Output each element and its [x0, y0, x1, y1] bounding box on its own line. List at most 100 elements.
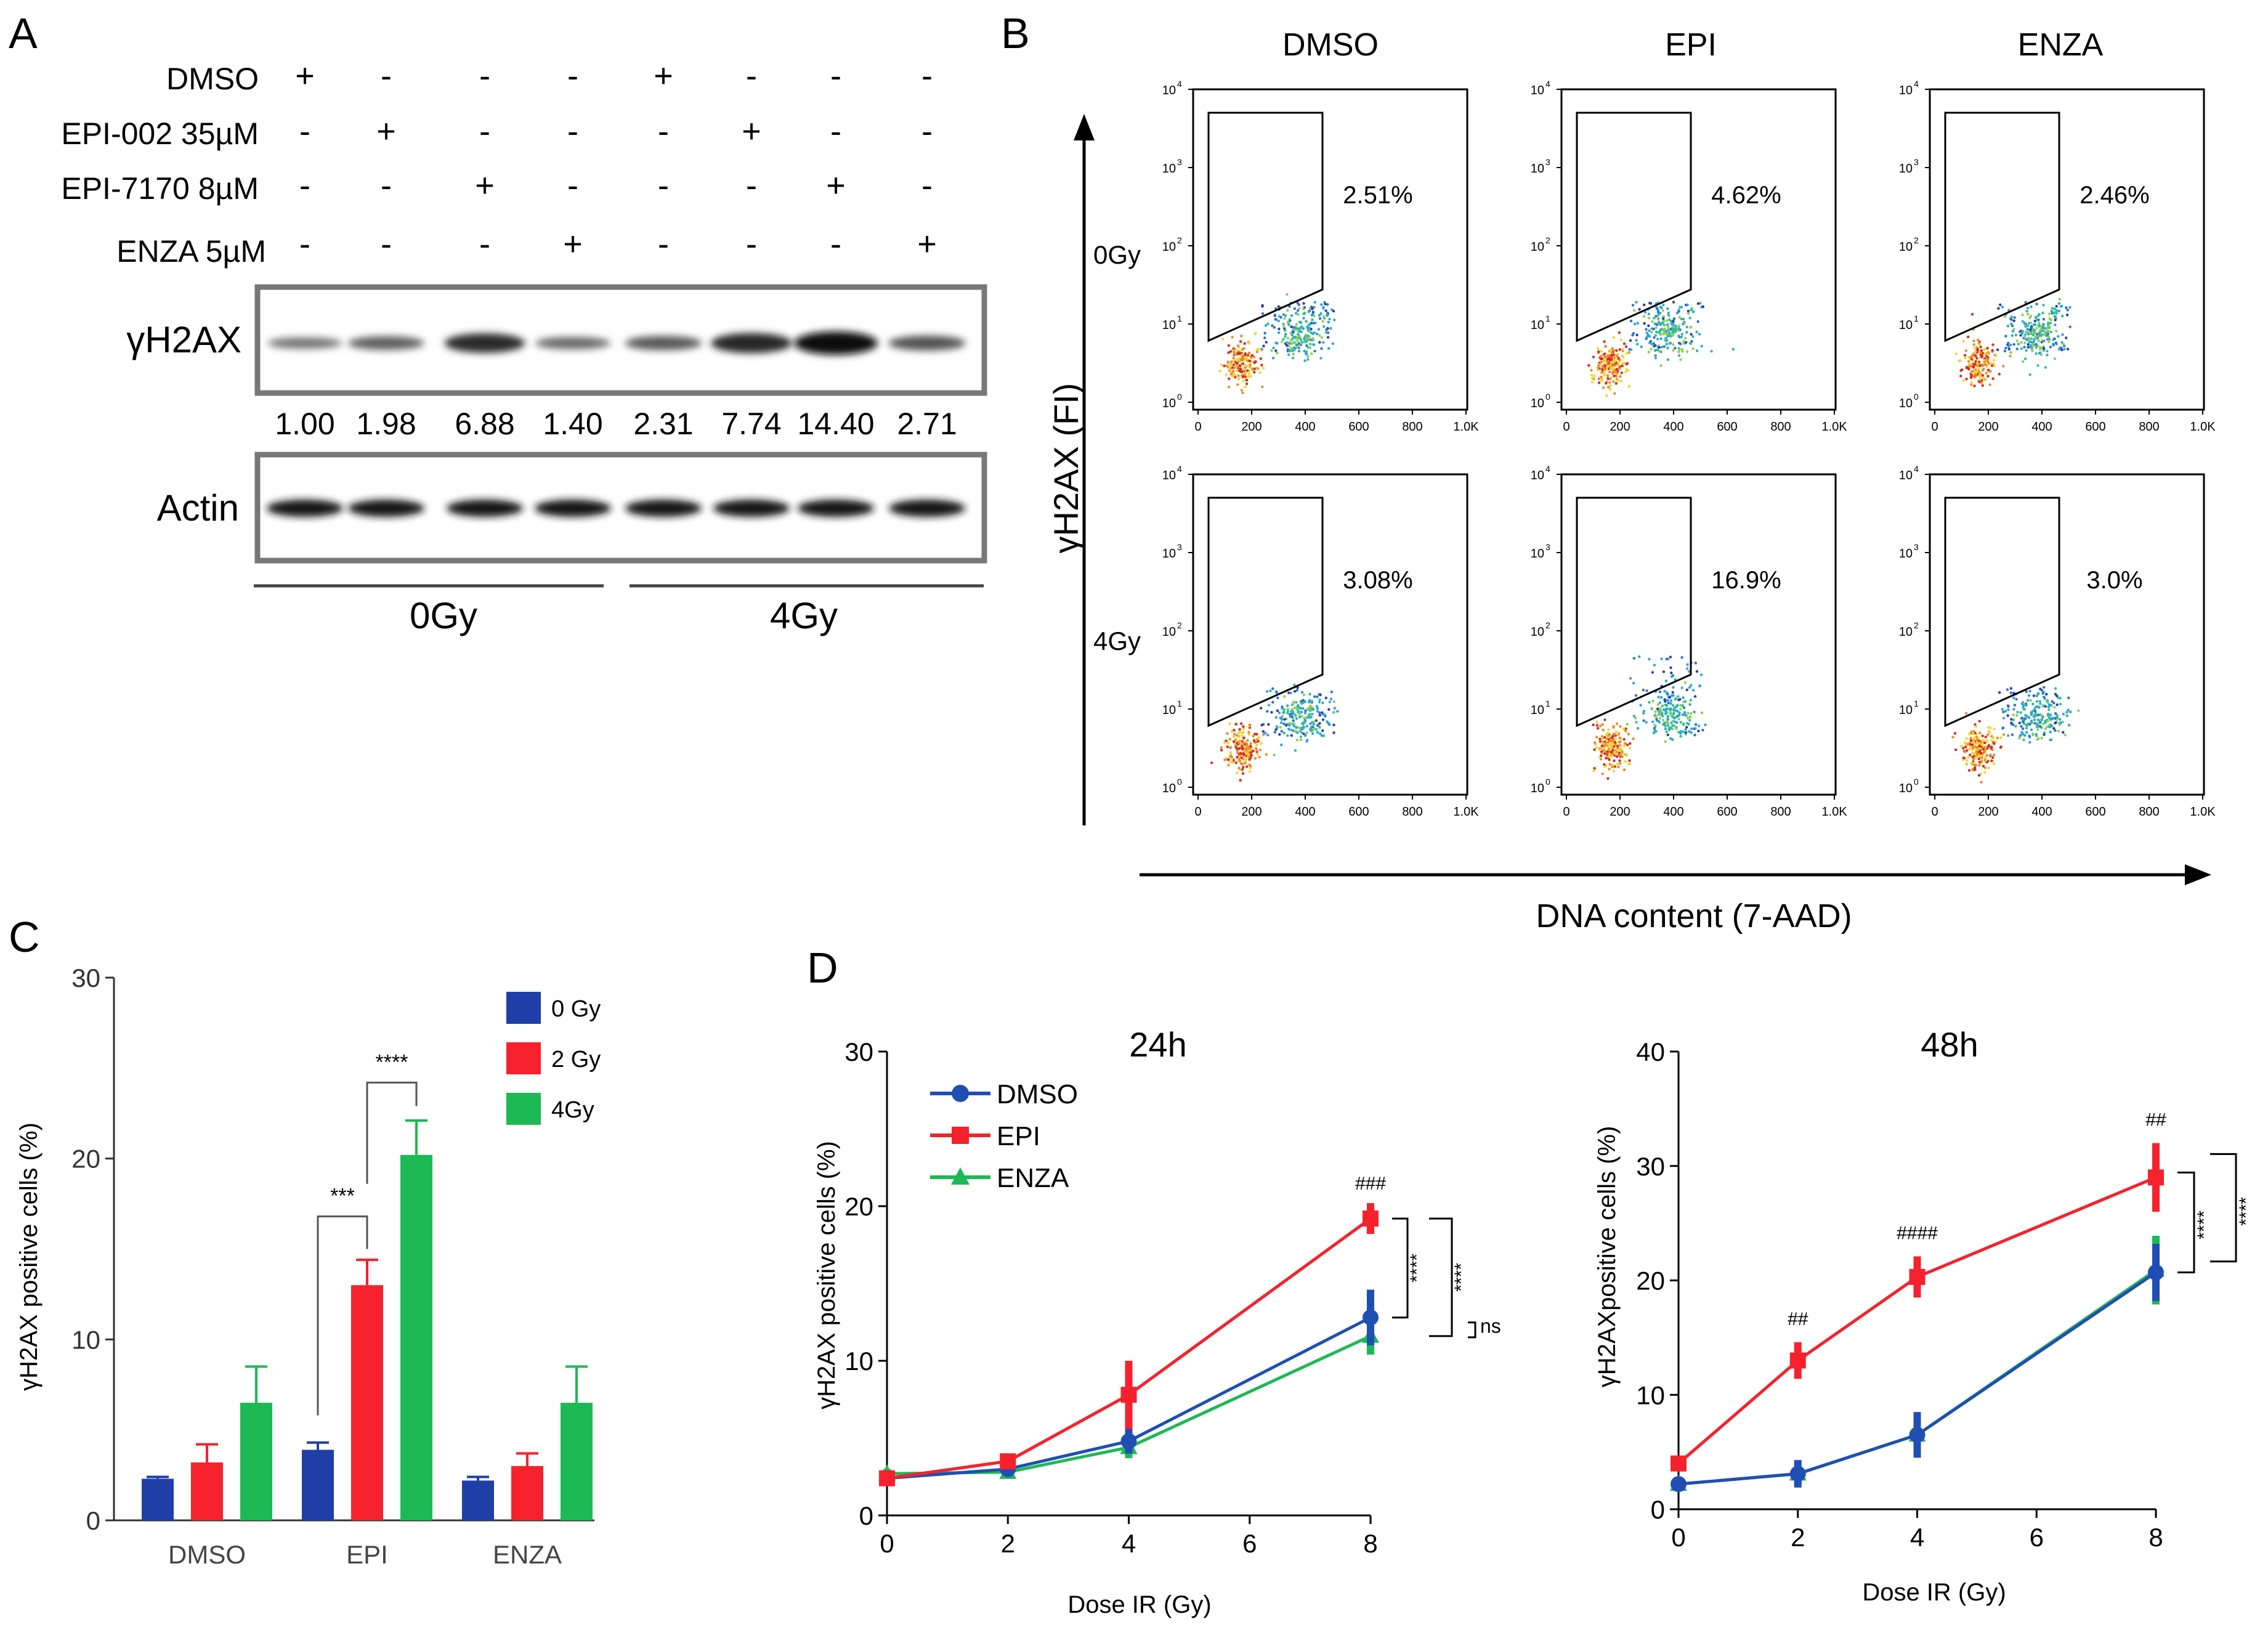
flow-event-dot	[1685, 667, 1689, 670]
flow-y-tick-base: 10	[1162, 703, 1176, 717]
treatment-sign: -	[746, 57, 757, 94]
flow-event-dot	[2049, 713, 2052, 716]
flow-event-dot	[1297, 313, 1300, 316]
flow-event-dot	[2047, 322, 2050, 325]
flow-event-dot	[1271, 357, 1275, 360]
flow-event-dot	[2042, 326, 2046, 329]
flow-event-dot	[1240, 360, 1244, 364]
flow-event-dot	[1653, 336, 1656, 339]
flow-event-dot	[1308, 692, 1311, 696]
flow-event-dot	[2038, 333, 2042, 336]
line-chart-y-tick-label: 20	[1636, 1267, 1665, 1295]
flow-y-tick-base: 10	[1899, 469, 1913, 482]
flow-event-dot	[1686, 303, 1689, 307]
flow-event-dot	[2027, 699, 2030, 702]
flow-event-dot	[1288, 349, 1291, 352]
flow-event-dot	[1621, 362, 1624, 365]
flow-event-dot	[1685, 726, 1688, 729]
flow-event-dot	[2007, 734, 2010, 737]
flow-event-dot	[1246, 365, 1249, 368]
flow-event-dot	[1312, 343, 1316, 346]
flow-y-tick-exponent: 3	[1914, 157, 1919, 167]
flow-event-dot	[2049, 731, 2052, 734]
flow-event-dot	[1246, 369, 1249, 372]
flow-event-dot	[1233, 735, 1236, 739]
flow-event-dot	[2046, 334, 2049, 337]
flow-event-dot	[1642, 688, 1645, 692]
flow-event-dot	[1247, 755, 1251, 759]
flow-event-dot	[1295, 689, 1298, 692]
flow-event-dot	[1290, 314, 1294, 317]
flow-event-dot	[1666, 717, 1669, 720]
flow-event-dot	[2035, 722, 2038, 726]
flow-event-dot	[1229, 350, 1233, 353]
flow-event-dot	[1974, 354, 1977, 357]
flow-event-dot	[1238, 728, 1241, 731]
flow-event-dot	[1624, 370, 1627, 373]
flow-event-dot	[1647, 317, 1651, 320]
flow-event-dot	[1300, 699, 1303, 703]
flow-y-tick-exponent: 4	[1177, 464, 1182, 474]
flow-event-dot	[1666, 323, 1669, 326]
flow-event-dot	[1689, 326, 1692, 329]
flow-event-dot	[1599, 355, 1603, 358]
flow-event-dot	[1626, 753, 1629, 756]
flow-event-dot	[1270, 711, 1273, 714]
flow-event-dot	[1653, 723, 1656, 727]
flow-event-dot	[2047, 340, 2051, 344]
flow-event-dot	[1661, 718, 1665, 722]
flow-event-dot	[1687, 312, 1690, 315]
flow-event-dot	[2044, 727, 2047, 731]
flow-event-dot	[1242, 379, 1245, 383]
flow-event-dot	[2042, 304, 2045, 307]
flow-event-dot	[1306, 335, 1310, 338]
flow-event-dot	[1679, 703, 1682, 707]
flow-col-title-epi: EPI	[1665, 27, 1717, 63]
flow-event-dot	[2057, 309, 2061, 313]
flow-event-dot	[1986, 347, 1989, 350]
flow-event-dot	[1696, 320, 1699, 323]
flow-event-dot	[1682, 730, 1685, 734]
treatment-sign: +	[826, 167, 846, 204]
flow-event-dot	[1684, 336, 1687, 340]
flow-event-dot	[1233, 366, 1236, 370]
flow-event-dot	[1590, 368, 1593, 372]
flow-event-dot	[1645, 721, 1648, 724]
flow-event-dot	[1226, 758, 1229, 761]
flow-event-dot	[1622, 738, 1626, 741]
flow-y-tick-base: 10	[1899, 318, 1913, 332]
line-chart-48h-xlabel: Dose IR (Gy)	[1862, 1579, 2006, 1606]
flow-event-dot	[1979, 752, 1983, 755]
flow-event-dot	[1603, 744, 1606, 748]
flow-event-dot	[1286, 336, 1290, 340]
flow-event-dot	[1645, 328, 1648, 331]
flow-event-dot	[1622, 342, 1626, 346]
flow-event-dot	[2009, 351, 2012, 354]
flow-x-tick-label: 800	[1770, 420, 1791, 434]
flow-event-dot	[1255, 747, 1258, 750]
flow-event-dot	[1704, 723, 1707, 726]
flow-event-dot	[1227, 763, 1230, 767]
significance-bracket	[2210, 1153, 2237, 1263]
flow-event-dot	[1621, 755, 1624, 758]
flow-event-dot	[1612, 380, 1615, 383]
flow-event-dot	[1249, 363, 1252, 367]
flow-event-dot	[2040, 718, 2043, 721]
flow-event-dot	[1636, 322, 1639, 325]
flow-event-dot	[1311, 318, 1314, 322]
flow-event-dot	[1617, 765, 1620, 769]
flow-event-dot	[1619, 753, 1622, 756]
flow-event-dot	[2026, 306, 2030, 310]
flow-event-dot	[1291, 349, 1294, 352]
flow-event-dot	[1987, 360, 1990, 363]
flow-event-dot	[1999, 736, 2003, 739]
flow-event-dot	[1659, 707, 1662, 710]
flow-event-dot	[1662, 303, 1665, 307]
flow-event-dot	[2057, 302, 2061, 305]
bar-4gy	[561, 1403, 593, 1520]
flow-event-dot	[1981, 364, 1984, 367]
flow-event-dot	[1987, 726, 1990, 729]
flow-event-dot	[1690, 307, 1693, 310]
flow-event-dot	[1671, 720, 1674, 723]
flow-event-dot	[2039, 721, 2042, 724]
